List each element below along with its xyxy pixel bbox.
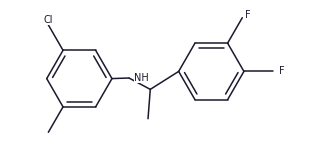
Text: F: F xyxy=(279,66,284,76)
Text: NH: NH xyxy=(134,73,148,83)
Text: F: F xyxy=(245,10,251,20)
Text: Cl: Cl xyxy=(44,15,53,25)
